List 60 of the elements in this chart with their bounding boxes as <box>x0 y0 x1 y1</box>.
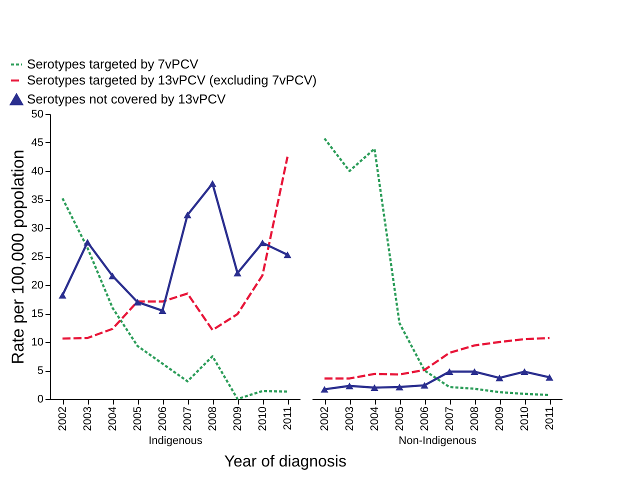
point <box>496 374 504 382</box>
x-tick-label: 2007 <box>182 406 194 431</box>
point <box>446 368 454 375</box>
point <box>184 212 192 218</box>
x-tick-label: 2010 <box>257 406 269 431</box>
point <box>320 386 328 393</box>
legend-label: Serotypes targeted by 7vPCV <box>27 56 199 72</box>
point <box>284 251 292 258</box>
y-tick-label: 25 <box>31 251 44 263</box>
x-axis-title: Non-Indigenous <box>398 434 477 447</box>
y-tick-label: 15 <box>31 308 44 320</box>
point <box>420 382 428 389</box>
x-tick-label: 2009 <box>232 406 244 431</box>
y-tick-label: 30 <box>31 222 44 234</box>
x-tick-label: 2007 <box>444 406 456 431</box>
x-tick-label: 2008 <box>469 406 481 431</box>
point <box>470 368 478 375</box>
x-tick-label: 2005 <box>132 406 144 431</box>
y-tick-label: 10 <box>31 336 44 348</box>
point <box>546 374 554 381</box>
y-tick-label: 40 <box>31 166 44 178</box>
x-tick-label: 2004 <box>107 406 119 431</box>
x-tick-label: 2006 <box>419 406 431 431</box>
x-axis-title: Indigenous <box>148 434 203 447</box>
text: Year of diagnosis <box>224 453 346 470</box>
point <box>370 384 378 391</box>
point <box>158 307 166 314</box>
y-tick-label: 20 <box>31 280 44 292</box>
point <box>208 180 216 187</box>
point <box>58 292 66 299</box>
y-axis-title: Rate per 100,000 popolation <box>8 150 28 364</box>
point <box>520 368 528 375</box>
x-tick-label: 2003 <box>344 406 356 431</box>
y-tick-label: 45 <box>31 137 44 149</box>
point <box>234 270 242 276</box>
legend-label: Serotypes targeted by 13vPCV (excluding 7vPCV) <box>27 72 317 88</box>
y-tick-label: 5 <box>37 365 44 377</box>
x-tick-label: 2002 <box>319 406 331 431</box>
x-tick-label: 2002 <box>57 406 69 431</box>
y-tick-label: 35 <box>31 194 44 206</box>
x-tick-label: 2011 <box>544 406 556 430</box>
x-tick-label: 2008 <box>207 406 219 431</box>
point <box>396 384 404 390</box>
x-tick-label: 2005 <box>394 406 406 431</box>
x-tick-label: 2003 <box>82 406 94 431</box>
point <box>258 239 266 246</box>
point <box>134 298 142 306</box>
y-tick-label: 50 <box>31 108 44 120</box>
x-tick-label: 2004 <box>369 406 381 431</box>
x-tick-label: 2011 <box>282 406 294 430</box>
point <box>346 382 354 390</box>
x-tick-label: 2006 <box>157 406 169 431</box>
x-tick-label: 2010 <box>519 406 531 431</box>
point <box>108 272 116 280</box>
legend-label: Serotypes not covered by 13vPCV <box>27 92 226 106</box>
line-series <box>61 197 289 400</box>
point <box>84 238 92 246</box>
x-tick-label: 2009 <box>494 406 506 431</box>
y-tick-label: 0 <box>37 394 44 406</box>
line-series <box>61 156 289 340</box>
